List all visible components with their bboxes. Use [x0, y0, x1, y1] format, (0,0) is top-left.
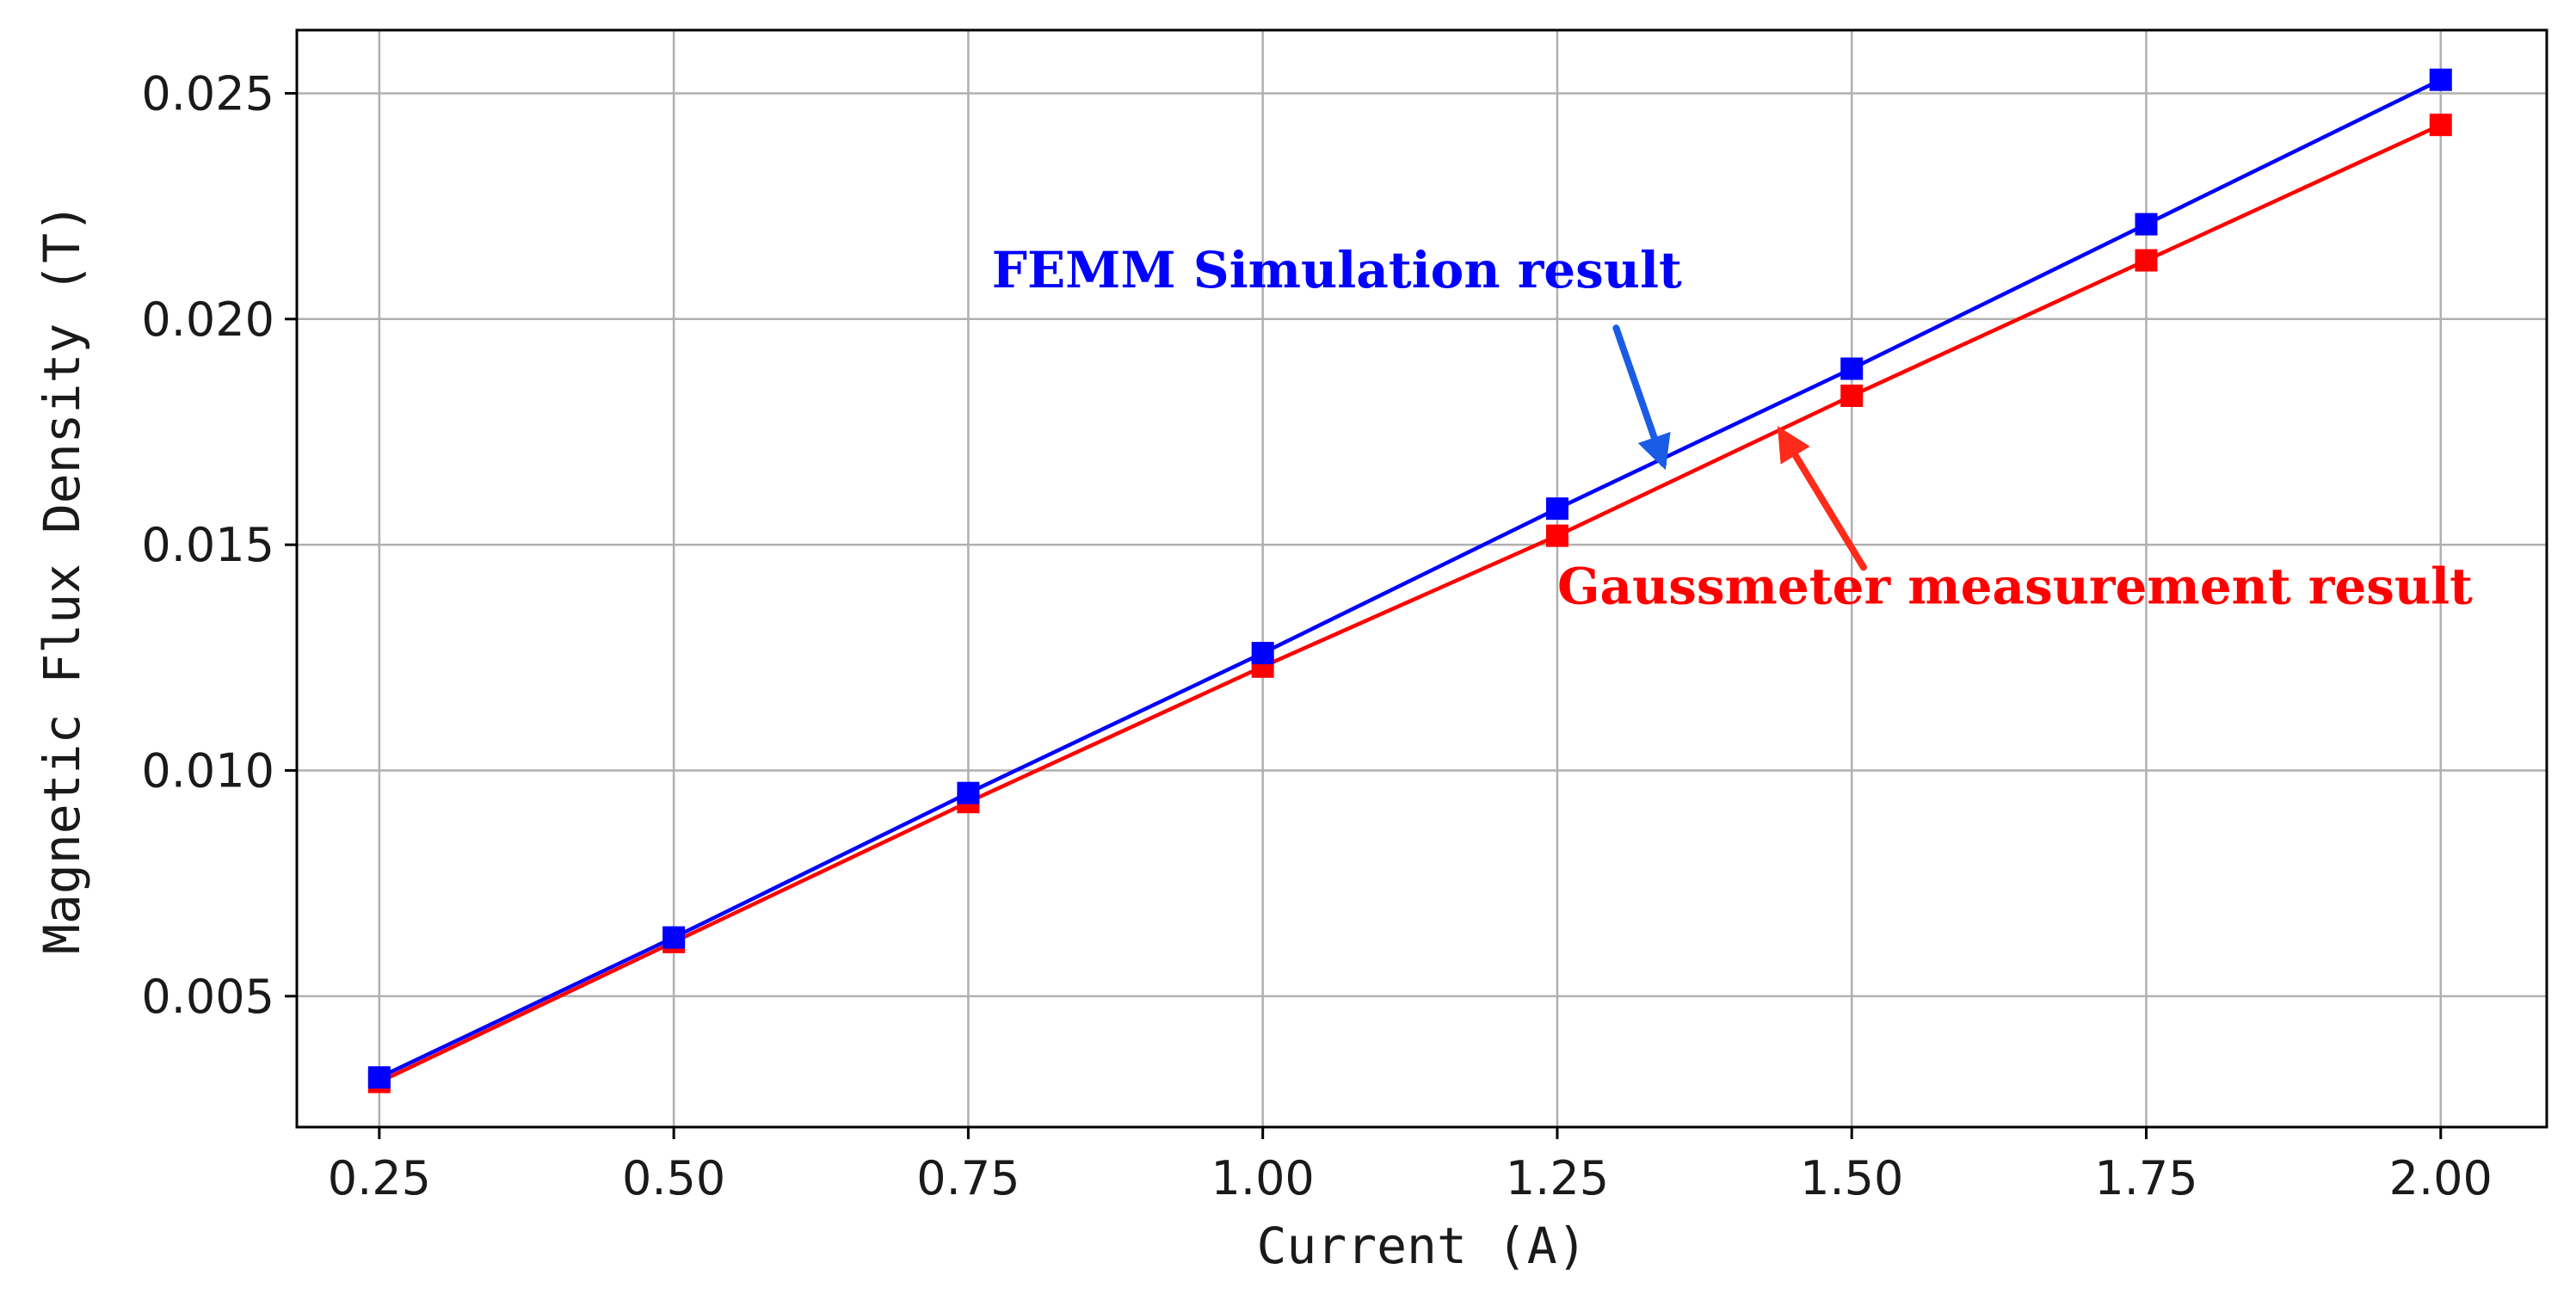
annotation-arrow-femm: [1612, 324, 1671, 471]
data-point-femm: [1840, 357, 1864, 380]
data-point-femm: [1251, 642, 1274, 665]
annotations: FEMM Simulation result Gaussmeter measure…: [992, 241, 2473, 615]
y-tick-label: 0.010: [141, 743, 274, 798]
series-line-femm: [378, 77, 2442, 1080]
data-point-femm: [662, 926, 686, 949]
y-tick-label: 0.025: [141, 66, 274, 120]
y-tick-label: 0.005: [141, 970, 274, 1024]
ticks: 0.25 0.50 0.75 1.00 1.25 1.50 1.75 2.00 0.005 0.0…: [141, 66, 2492, 1205]
series-femm: [367, 68, 2452, 1089]
annotation-label-femm: FEMM Simulation result: [992, 241, 1682, 299]
x-tick-label: 0.25: [328, 1151, 431, 1205]
plot-frame: [295, 28, 2548, 1129]
data-point-femm: [957, 781, 980, 804]
y-tick-label: 0.015: [141, 518, 274, 572]
x-tick-label: 0.50: [622, 1151, 725, 1205]
series-layer: [367, 68, 2452, 1094]
data-point-femm: [2135, 213, 2158, 236]
grid: [297, 30, 2547, 1127]
y-tick-label: 0.020: [141, 293, 274, 347]
data-point-gaussmeter: [2135, 249, 2158, 272]
x-tick-label: 1.00: [1211, 1151, 1315, 1205]
series-line-gaussmeter: [378, 123, 2442, 1084]
data-point-gaussmeter: [1840, 385, 1864, 407]
x-tick-label: 1.50: [1800, 1151, 1903, 1205]
annotation-arrow-gaussmeter: [1777, 426, 1867, 571]
x-tick-label: 1.25: [1506, 1151, 1609, 1205]
data-point-femm: [2429, 68, 2452, 91]
annotation-label-gaussmeter: Gaussmeter measurement result: [1557, 557, 2473, 615]
y-axis-label: Magnetic Flux Density (T): [33, 203, 91, 954]
data-point-gaussmeter: [1545, 524, 1568, 547]
annotation-gaussmeter: Gaussmeter measurement result: [1557, 426, 2473, 615]
data-point-gaussmeter: [2429, 114, 2452, 137]
x-tick-label: 2.00: [2389, 1151, 2493, 1205]
x-axis-label: Current (A): [1256, 1217, 1587, 1275]
data-point-femm: [1545, 497, 1568, 521]
data-point-femm: [367, 1066, 391, 1089]
annotation-femm: FEMM Simulation result: [992, 241, 1682, 471]
x-tick-label: 1.75: [2094, 1151, 2197, 1205]
x-tick-label: 0.75: [916, 1151, 1020, 1205]
